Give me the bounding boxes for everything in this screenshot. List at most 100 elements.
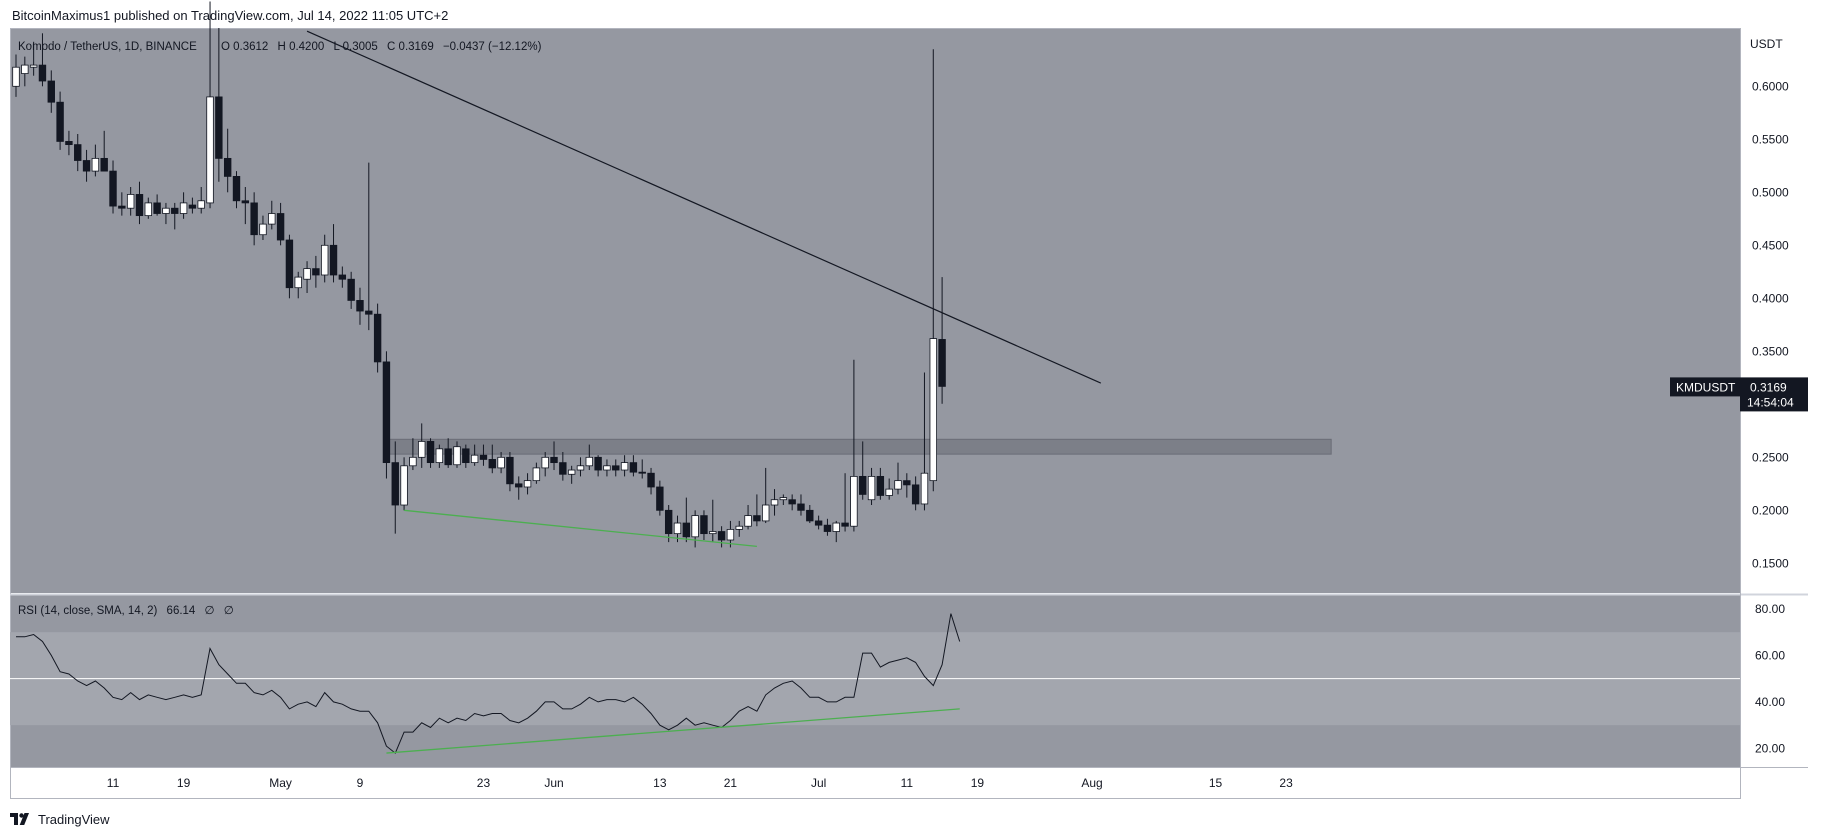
candle-body: [850, 475, 858, 527]
descending-trendline[interactable]: [306, 30, 1102, 384]
candle: [303, 261, 311, 294]
price-pane[interactable]: [10, 28, 1740, 593]
candle: [717, 526, 726, 548]
legend-c-label: C: [387, 41, 395, 53]
candle: [365, 162, 373, 331]
rsi-legend-value: 66.14: [167, 605, 196, 617]
candle: [823, 518, 832, 536]
candle: [726, 520, 735, 548]
candle: [664, 505, 673, 543]
time-tick-label: 13: [653, 776, 667, 790]
price-tick-label: 0.1500: [1752, 556, 1789, 570]
time-tick-label: 19: [971, 776, 985, 790]
rsi-divergence-line[interactable]: [386, 708, 960, 754]
candle-body: [241, 200, 250, 204]
candle-body: [497, 456, 505, 469]
candle-body: [691, 515, 699, 538]
price-axis-labels: 0.6000 0.5500 0.5000 0.4500 0.4000 0.3500 0.25…: [1752, 79, 1789, 570]
candle: [285, 234, 294, 299]
legend-high: 0.4200: [289, 41, 324, 53]
legend-l-label: L: [333, 41, 340, 53]
zone-layer: [386, 438, 1332, 455]
candle-body: [488, 459, 496, 469]
candle-body: [859, 475, 867, 495]
rsi-legend: RSI (14, close, SMA, 14, 2) 66.14 ∅ ∅: [18, 605, 234, 617]
candle-body: [726, 528, 735, 541]
candle: [312, 255, 320, 288]
candle-body: [153, 202, 161, 214]
candle-body: [479, 454, 488, 460]
time-tick-label: 21: [724, 776, 738, 790]
candle-body: [814, 520, 823, 526]
candle: [223, 128, 232, 193]
candle: [612, 459, 620, 477]
candle: [444, 438, 452, 468]
candle: [523, 473, 532, 495]
candle: [56, 91, 64, 150]
candle: [453, 441, 461, 468]
candle: [832, 520, 840, 543]
resistance-zone: [386, 438, 1332, 455]
price-tick-label: 0.4000: [1752, 291, 1789, 305]
legend-change: −0.0437 (−12.12%): [443, 41, 542, 53]
rsi-legend-title: RSI (14, close, SMA, 14, 2): [18, 605, 158, 617]
candle-body: [753, 515, 761, 522]
candle: [356, 287, 364, 325]
candle: [162, 202, 170, 225]
legend-o-label: O: [221, 41, 230, 53]
candle-body: [629, 462, 638, 473]
candle: [753, 494, 761, 527]
rsi-layer: [16, 613, 961, 754]
candle: [797, 494, 805, 516]
candle-body: [365, 310, 373, 315]
time-tick-label: 15: [1209, 776, 1223, 790]
candle-body: [188, 204, 197, 209]
candle-body: [65, 141, 73, 146]
legend-symbol: Komodo / TetherUS, 1D, BINANCE: [18, 41, 197, 53]
candle-body: [409, 456, 417, 467]
candle: [594, 455, 602, 477]
candle-body: [938, 339, 946, 387]
candle: [497, 452, 505, 474]
price-divergence-line[interactable]: [404, 509, 757, 548]
candle-body: [664, 509, 673, 535]
candle-body: [29, 64, 38, 68]
last-price-badge: KMDUSDT 0.3169 14:54:04: [1670, 377, 1808, 412]
candle-body: [911, 484, 920, 505]
candle: [171, 202, 179, 230]
candle: [91, 144, 100, 177]
candle: [250, 192, 258, 246]
candle-body: [594, 456, 602, 471]
candle: [735, 520, 743, 537]
time-axis-strip[interactable]: [10, 767, 1750, 799]
rsi-legend-extra-1: ∅: [205, 605, 215, 617]
candle: [347, 271, 355, 309]
candle-body: [144, 202, 152, 217]
legend-open: 0.3612: [233, 41, 268, 53]
candle-body: [223, 157, 232, 177]
candle: [603, 459, 611, 477]
candle-body: [709, 531, 717, 535]
candle: [382, 351, 391, 479]
price-tick-label: 0.3500: [1752, 344, 1789, 358]
candle: [135, 181, 144, 225]
candle-body: [391, 462, 399, 506]
candle-body: [303, 268, 311, 280]
candle-body: [585, 456, 593, 467]
candle-body: [682, 522, 691, 538]
candle: [850, 359, 858, 532]
candle-body: [100, 157, 108, 172]
candle-body: [470, 454, 479, 464]
candle: [268, 200, 276, 230]
candle-body: [276, 213, 285, 241]
candle: [806, 505, 814, 524]
candle-body: [400, 465, 408, 506]
legend-ohlc: O 0.3612 H 0.4200 L 0.3005 C 0.3169 −0.0…: [221, 41, 542, 53]
candle: [391, 441, 399, 534]
candle: [215, 28, 223, 182]
badge-symbol: KMDUSDT: [1676, 380, 1736, 394]
candle: [12, 54, 20, 97]
candle-body: [197, 200, 205, 209]
candle-body: [453, 446, 461, 466]
